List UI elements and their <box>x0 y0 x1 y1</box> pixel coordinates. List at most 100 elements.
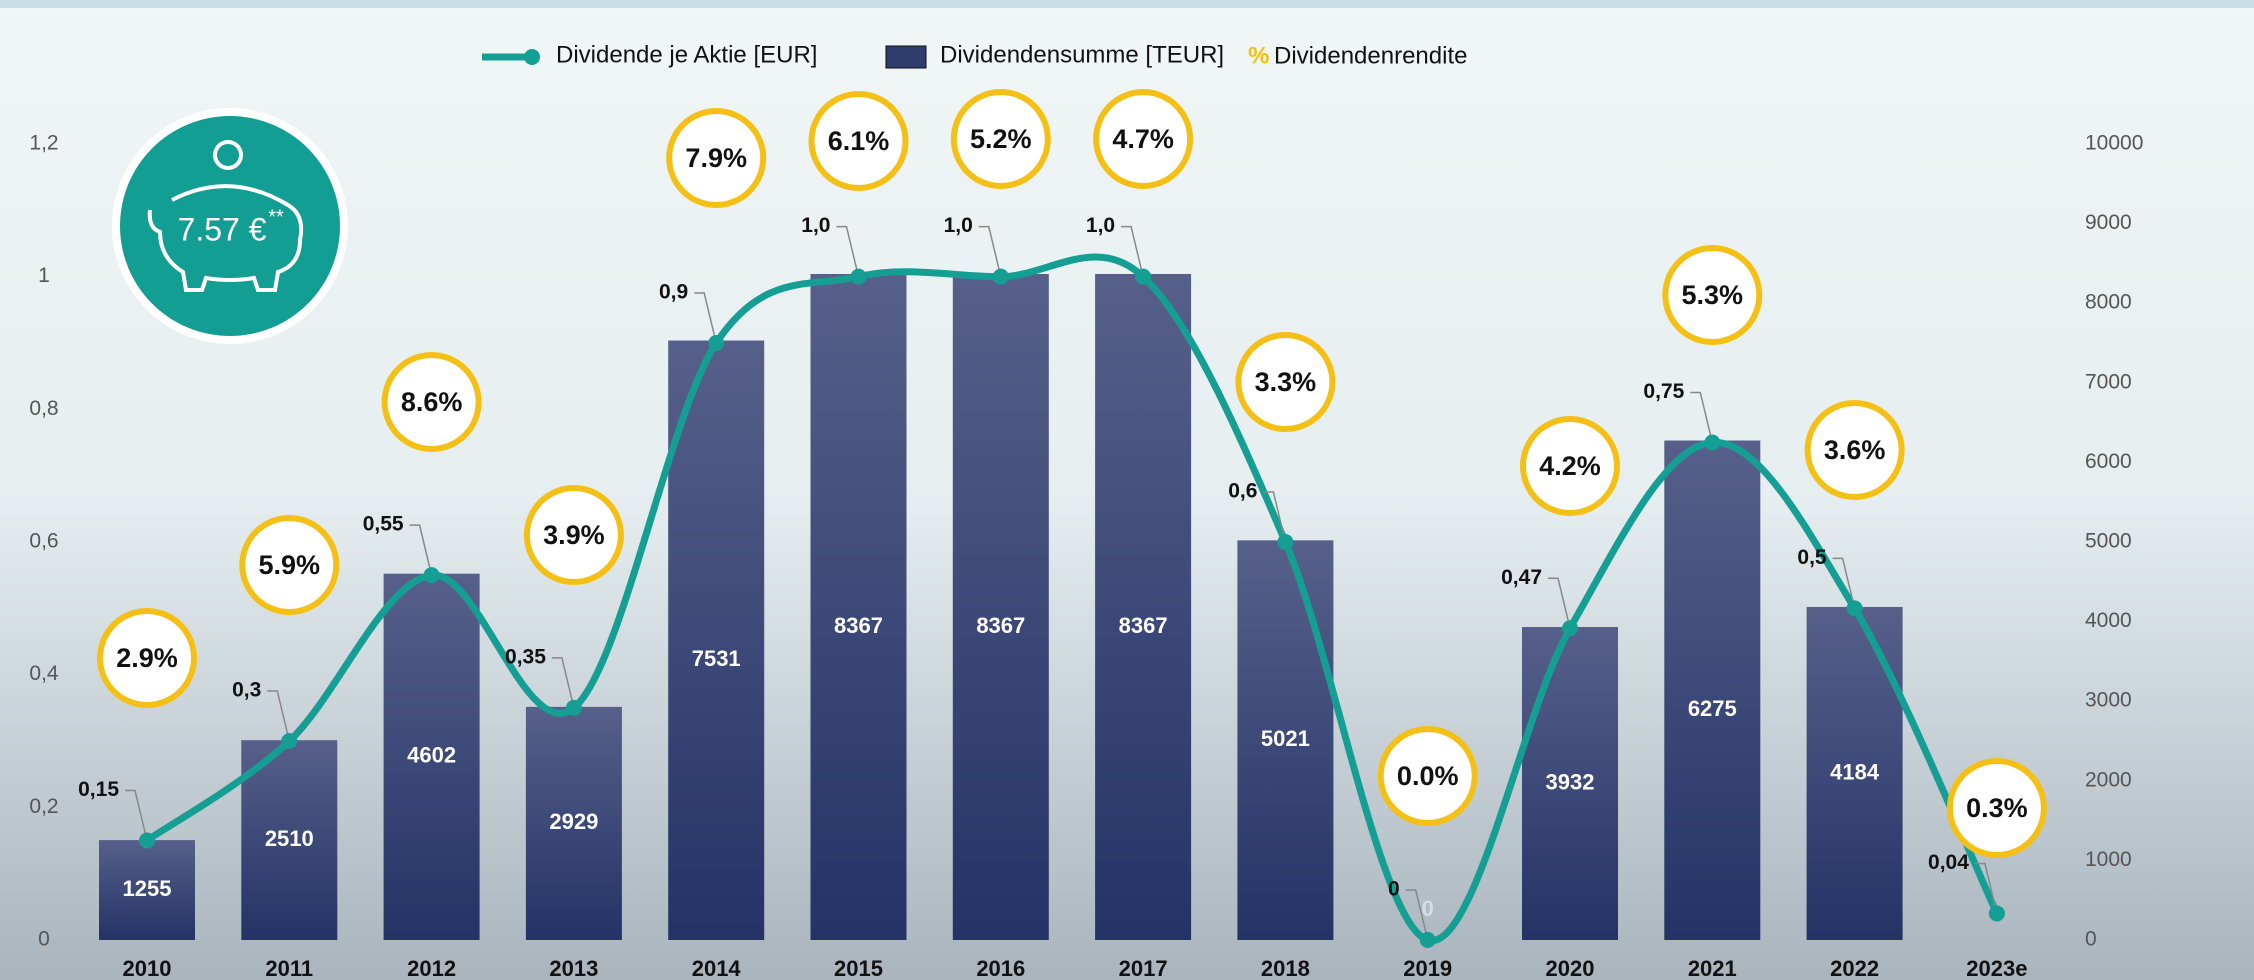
yield-label: 5.3% <box>1682 280 1744 310</box>
bar-value-label: 2510 <box>265 826 314 851</box>
bar <box>1095 274 1191 940</box>
y2-tick-label: 2000 <box>2085 768 2132 791</box>
line-point <box>708 335 724 351</box>
bar-value-label: 8367 <box>834 613 883 638</box>
y-tick-label: 0,4 <box>29 662 59 685</box>
yield-label: 8.6% <box>401 387 463 417</box>
line-point <box>851 269 867 285</box>
line-value-label: 0,3 <box>232 679 261 702</box>
y2-tick-label: 4000 <box>2085 609 2132 632</box>
chart: 7.57 € ** 0 0,2 0,4 0,6 0,8 1 1,2 0 1000 2000 3000… <box>0 0 2254 980</box>
y2-tick-label: 9000 <box>2085 211 2132 234</box>
line-point <box>993 269 1009 285</box>
bar-value-label: 7531 <box>692 646 741 671</box>
y2-tick-label: 0 <box>2085 928 2097 951</box>
bar-value-label: 0 <box>1422 896 1434 921</box>
yield-label: 0.0% <box>1397 761 1459 791</box>
line-value-label: 0,15 <box>78 778 119 801</box>
yield-label: 5.2% <box>970 124 1032 154</box>
y-tick-label: 0,8 <box>29 397 58 420</box>
y-tick-label: 0 <box>38 928 50 951</box>
line-value-label: 1,0 <box>1086 214 1115 237</box>
x-tick-label: 2011 <box>265 956 313 980</box>
x-tick-label: 2014 <box>692 956 742 980</box>
line-value-label: 0,5 <box>1797 546 1827 569</box>
x-tick-label: 2019 <box>1403 956 1452 980</box>
x-tick-label: 2022 <box>1830 956 1879 980</box>
yield-label: 0.3% <box>1966 793 2028 823</box>
legend-label: Dividende je Aktie [EUR] <box>556 41 817 68</box>
line-value-label: 0,6 <box>1228 480 1257 503</box>
line-point <box>1847 600 1863 616</box>
bar-value-label: 3932 <box>1546 769 1595 794</box>
yield-label: 5.9% <box>259 550 321 580</box>
line-point <box>1989 905 2005 921</box>
bar <box>668 341 764 940</box>
y2-tick-label: 6000 <box>2085 450 2132 473</box>
line-value-label: 0,75 <box>1643 380 1684 403</box>
yield-label: 4.7% <box>1112 124 1174 154</box>
legend-label: Dividendenrendite <box>1274 42 1467 69</box>
y2-tick-label: 8000 <box>2085 291 2132 314</box>
badge-text: 7.57 € <box>178 211 267 247</box>
x-tick-label: 2018 <box>1261 956 1310 980</box>
bar-value-label: 1255 <box>123 876 172 901</box>
badge: 7.57 € ** <box>112 108 348 344</box>
x-tick-label: 2021 <box>1688 956 1737 980</box>
yield-label: 3.9% <box>543 520 605 550</box>
line-value-label: 0,55 <box>363 513 404 536</box>
bar <box>1664 441 1760 940</box>
line-value-label: 0,9 <box>659 281 688 304</box>
bar-value-label: 8367 <box>1119 613 1168 638</box>
x-tick-label: 2016 <box>976 956 1025 980</box>
badge-note: ** <box>268 206 284 228</box>
x-tick-label: 2010 <box>123 956 172 980</box>
x-tick-label: 2023e <box>1966 956 2027 980</box>
line-point <box>1704 435 1720 451</box>
line-value-label: 1,0 <box>944 214 973 237</box>
y2-tick-label: 3000 <box>2085 689 2132 712</box>
bar <box>811 274 907 940</box>
line-point <box>281 733 297 749</box>
line-point <box>1135 269 1151 285</box>
x-tick-label: 2015 <box>834 956 883 980</box>
y-tick-label: 0,6 <box>29 530 58 553</box>
x-tick-label: 2017 <box>1119 956 1168 980</box>
x-tick-label: 2013 <box>549 956 598 980</box>
bar-value-label: 4602 <box>407 743 456 768</box>
bar-value-label: 5021 <box>1261 726 1310 751</box>
yield-label: 4.2% <box>1539 451 1601 481</box>
y-tick-label: 1 <box>38 264 50 287</box>
y2-tick-label: 10000 <box>2085 132 2143 155</box>
y2-tick-label: 5000 <box>2085 530 2132 553</box>
y2-tick-label: 7000 <box>2085 370 2132 393</box>
line-point <box>1562 620 1578 636</box>
line-value-label: 1,0 <box>801 214 830 237</box>
yield-label: 3.3% <box>1255 367 1317 397</box>
y-tick-label: 1,2 <box>29 132 58 155</box>
y2-tick-label: 1000 <box>2085 848 2132 871</box>
line-value-label: 0,04 <box>1928 851 1969 874</box>
line-point <box>424 567 440 583</box>
top-band <box>0 0 2254 8</box>
line-value-label: 0,47 <box>1501 566 1542 589</box>
yield-label: 2.9% <box>116 643 178 673</box>
bar-value-label: 6275 <box>1688 696 1737 721</box>
yield-label: 7.9% <box>685 143 747 173</box>
bar-value-label: 4184 <box>1830 759 1880 784</box>
line-value-label: 0,35 <box>505 645 546 668</box>
x-tick-label: 2020 <box>1546 956 1595 980</box>
line-point <box>139 833 155 849</box>
bar-value-label: 2929 <box>549 809 598 834</box>
yield-label: 6.1% <box>828 126 890 156</box>
legend-swatch <box>886 46 926 68</box>
yield-label: 3.6% <box>1824 435 1886 465</box>
y-tick-label: 0,2 <box>29 795 58 818</box>
line-point <box>566 700 582 716</box>
line-value-label: 0 <box>1388 878 1400 901</box>
legend-dot <box>524 49 540 65</box>
bar <box>953 274 1049 940</box>
legend-label: Dividendensumme [TEUR] <box>940 41 1224 68</box>
bar-value-label: 8367 <box>976 613 1025 638</box>
legend-symbol: % <box>1248 42 1269 69</box>
